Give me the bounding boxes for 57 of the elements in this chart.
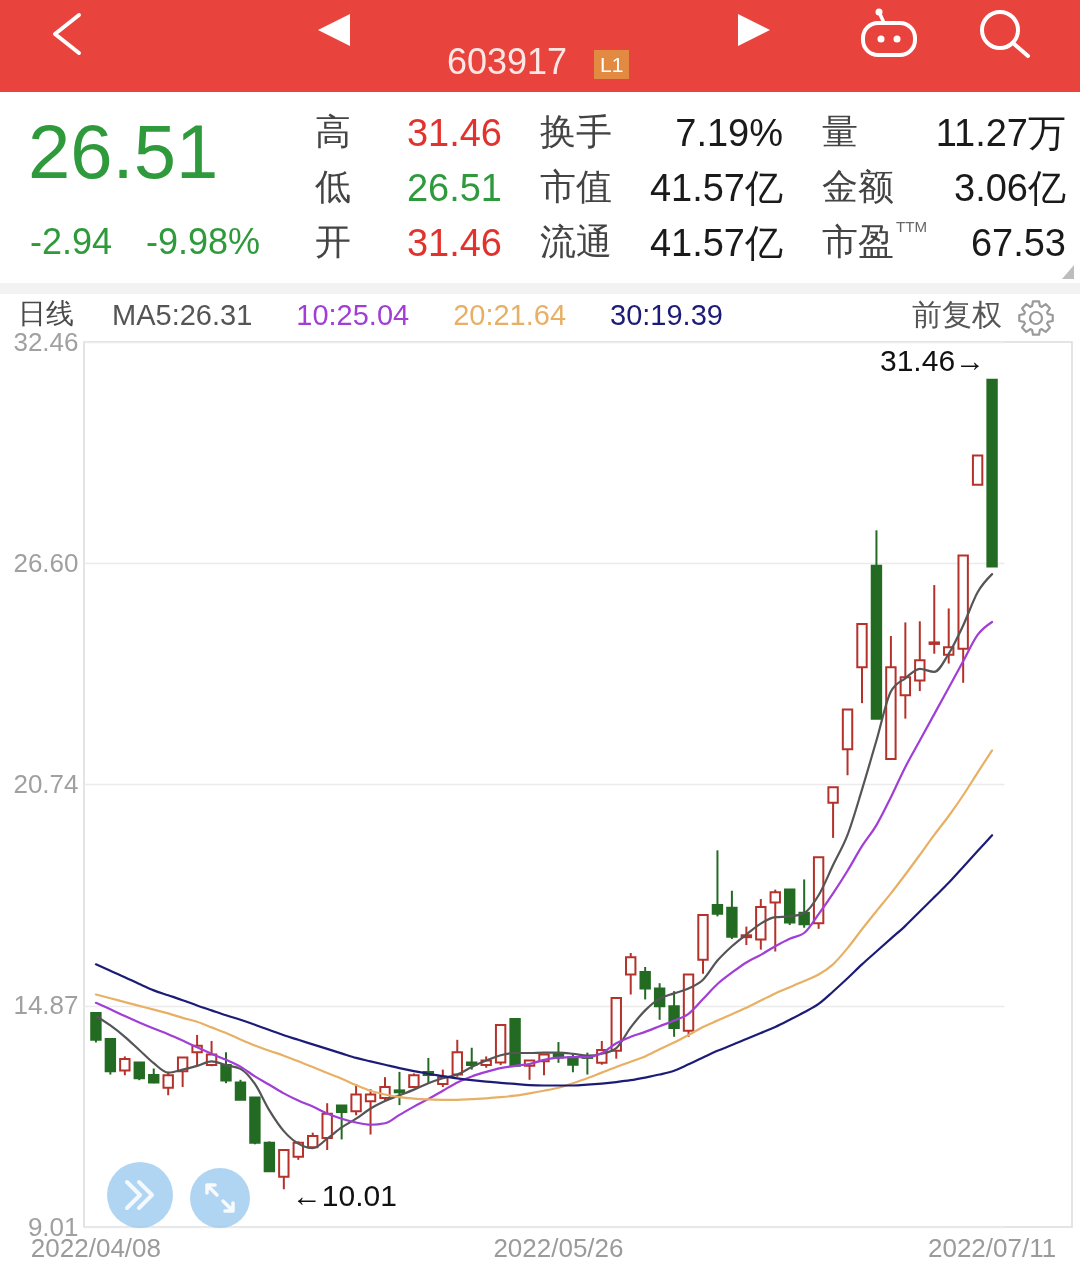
text: 市盈$^{TTM}$	[822, 217, 928, 262]
line-series	[94, 749, 994, 1101]
candlestick	[567, 1053, 579, 1074]
annotation: 31.46→	[880, 343, 986, 377]
text: 开	[315, 221, 351, 262]
candlestick	[769, 888, 781, 953]
x-tick-label: 2022/07/11	[927, 1232, 1057, 1263]
y-tick-label: 14.87	[13, 990, 79, 1021]
text: 26.51	[406, 167, 502, 209]
candlestick	[668, 990, 680, 1038]
x-tick-label: 2022/05/26	[493, 1232, 624, 1263]
text: 30:19.39	[610, 299, 723, 331]
y-tick-label: 26.60	[13, 547, 79, 578]
text: 67.53	[970, 222, 1066, 264]
annotation: ←10.01	[291, 1179, 397, 1213]
text: -9.98%	[146, 221, 261, 262]
text: 41.57亿	[649, 167, 783, 209]
candlestick	[711, 849, 724, 918]
candlestick	[364, 1088, 377, 1136]
text: 11.27万	[935, 112, 1066, 154]
text: 市值	[540, 166, 612, 207]
text: 金额	[822, 166, 894, 207]
candlestick	[220, 1051, 232, 1085]
text: -2.94	[30, 221, 113, 262]
candlestick	[928, 584, 940, 655]
y-tick-label: 20.74	[13, 768, 79, 799]
candlestick	[234, 1078, 247, 1101]
candlestick	[827, 786, 839, 839]
y-tick-label: 32.46	[13, 326, 79, 357]
candlestick	[798, 878, 810, 929]
text: 日线	[18, 298, 74, 329]
text: 26.51	[28, 109, 219, 194]
candlestick	[451, 1038, 463, 1078]
text: 换手	[540, 111, 612, 152]
candlestick	[625, 952, 637, 996]
candlestick	[393, 1070, 406, 1107]
text: 量	[822, 111, 858, 152]
text: 31.46	[406, 112, 502, 154]
text: 41.57亿	[649, 222, 783, 264]
chart-title: 603917	[447, 41, 568, 82]
text: 20:21.64	[453, 299, 567, 331]
text: 低	[315, 166, 351, 207]
text: 高	[315, 111, 351, 152]
text: 31.46	[406, 222, 502, 264]
text: MA5:26.31	[112, 299, 253, 331]
candlestick	[335, 1104, 348, 1141]
candlestick	[119, 1055, 131, 1077]
text: 10:25.04	[296, 299, 410, 331]
text: 3.06亿	[954, 167, 1066, 209]
candlestick	[639, 965, 651, 1001]
candlestick	[466, 1046, 478, 1071]
candlestick	[914, 620, 926, 693]
text: L1	[594, 50, 630, 79]
line-series	[94, 834, 994, 1087]
text: 前复权	[912, 298, 1002, 331]
text: 7.19%	[675, 112, 783, 154]
text: 流通	[540, 221, 612, 262]
